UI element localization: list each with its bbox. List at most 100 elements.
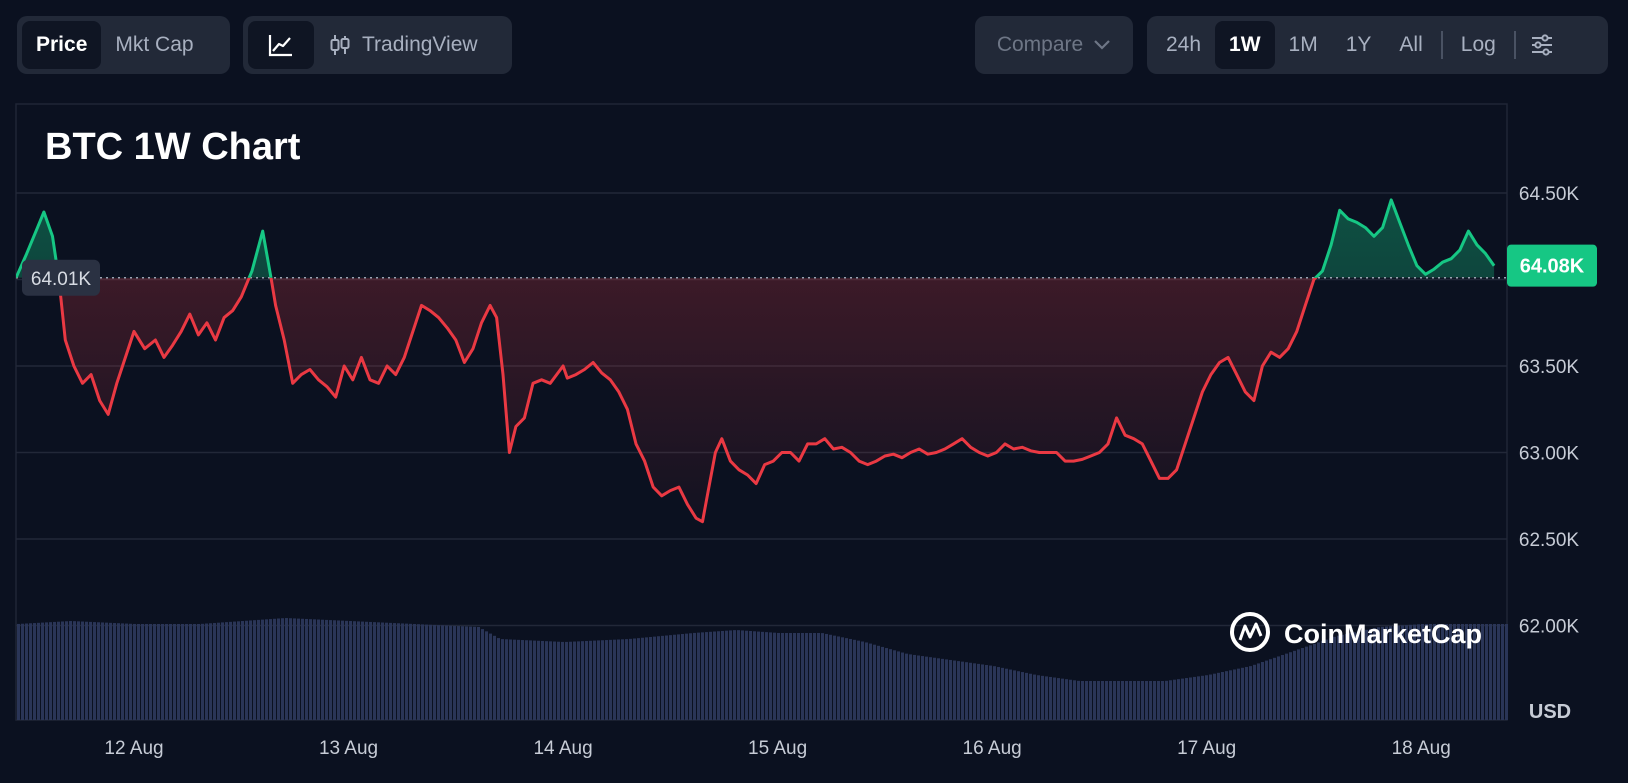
- volume-bar: [1413, 624, 1416, 720]
- volume-bar: [1245, 666, 1248, 720]
- volume-bar: [1117, 681, 1120, 720]
- volume-bar: [1457, 624, 1460, 720]
- log-scale-toggle[interactable]: Log: [1460, 33, 1496, 56]
- volume-bar: [945, 659, 948, 720]
- volume-bar: [493, 635, 496, 720]
- volume-bar: [1253, 664, 1256, 720]
- volume-bar: [1205, 675, 1208, 720]
- volume-bar: [249, 620, 252, 720]
- volume-bar: [393, 623, 396, 720]
- volume-bar: [369, 621, 372, 720]
- volume-bar: [501, 639, 504, 720]
- volume-bar: [1281, 655, 1284, 720]
- volume-bar: [845, 638, 848, 720]
- volume-bar: [1073, 680, 1076, 720]
- volume-bar: [953, 660, 956, 720]
- volume-bar: [1229, 670, 1232, 720]
- volume-bar: [445, 625, 448, 720]
- range-1w[interactable]: 1W: [1215, 21, 1275, 69]
- line-chart-button[interactable]: [248, 21, 314, 69]
- compare-dropdown[interactable]: Compare: [975, 16, 1133, 74]
- volume-bar: [273, 618, 276, 720]
- volume-bar: [197, 624, 200, 720]
- volume-bar: [869, 643, 872, 720]
- volume-bar: [813, 633, 816, 720]
- volume-bar: [1337, 635, 1340, 720]
- volume-bar: [1365, 629, 1368, 720]
- volume-bar: [1029, 673, 1032, 720]
- range-24h[interactable]: 24h: [1166, 33, 1202, 56]
- volume-bar: [1349, 633, 1352, 720]
- volume-bar: [1393, 625, 1396, 720]
- volume-bar: [289, 618, 292, 720]
- volume-bar: [209, 623, 212, 720]
- chart-settings-button[interactable]: [1520, 21, 1564, 69]
- volume-bar: [561, 641, 564, 720]
- tradingview-button[interactable]: TradingView: [314, 21, 492, 69]
- range-all[interactable]: All: [1399, 33, 1423, 56]
- volume-bar: [473, 626, 476, 720]
- volume-bar: [1005, 668, 1008, 720]
- volume-bar: [309, 619, 312, 720]
- range-1m[interactable]: 1M: [1288, 33, 1318, 56]
- volume-bar: [765, 632, 768, 720]
- volume-bar: [725, 630, 728, 720]
- last-price-label: 64.08K: [1507, 244, 1597, 287]
- volume-bar: [49, 622, 52, 720]
- volume-bar: [985, 665, 988, 720]
- x-tick-label: 16 Aug: [963, 738, 1022, 759]
- volume-bar: [841, 637, 844, 720]
- volume-bar: [1065, 679, 1068, 720]
- range-selector: 24h 1W 1M 1Y All Log: [1147, 16, 1608, 74]
- volume-bar: [577, 641, 580, 720]
- divider: [1513, 31, 1516, 59]
- price-mktcap-toggle: Price Mkt Cap: [17, 16, 230, 74]
- volume-bar: [221, 622, 224, 720]
- volume-bar: [149, 624, 152, 720]
- volume-bar: [1285, 653, 1288, 720]
- volume-bar: [1013, 670, 1016, 720]
- volume-bar: [481, 629, 484, 720]
- volume-bar: [873, 644, 876, 720]
- volume-bar: [1341, 634, 1344, 720]
- volume-bar: [189, 624, 192, 720]
- volume-bar: [721, 630, 724, 720]
- volume-bar: [849, 638, 852, 720]
- volume-bar: [773, 632, 776, 720]
- volume-bar: [121, 623, 124, 720]
- volume-bar: [693, 632, 696, 720]
- volume-bar: [489, 633, 492, 720]
- volume-bar: [225, 622, 228, 720]
- volume-bar: [1489, 624, 1492, 720]
- volume-bar: [553, 641, 556, 720]
- volume-bar: [465, 626, 468, 720]
- volume-bar: [29, 623, 32, 720]
- volume-bar: [861, 641, 864, 720]
- volume-bar: [605, 640, 608, 720]
- volume-bar: [41, 622, 44, 720]
- volume-bar: [1477, 624, 1480, 720]
- volume-bar: [233, 621, 236, 720]
- settings-sliders-icon: [1531, 34, 1552, 56]
- volume-bar: [165, 624, 168, 720]
- volume-bar: [1429, 624, 1432, 720]
- volume-bar: [1441, 624, 1444, 720]
- volume-bar: [965, 662, 968, 720]
- volume-bar: [1257, 663, 1260, 720]
- volume-bar: [1041, 675, 1044, 720]
- volume-bar: [797, 633, 800, 720]
- volume-bar: [1085, 681, 1088, 720]
- volume-bar: [1409, 624, 1412, 720]
- range-1y[interactable]: 1Y: [1345, 33, 1372, 56]
- volume-bar: [89, 621, 92, 720]
- volume-bar: [909, 654, 912, 720]
- volume-bar: [389, 622, 392, 720]
- volume-bar: [1469, 624, 1472, 720]
- volume-bar: [1081, 681, 1084, 720]
- volume-bar: [917, 655, 920, 720]
- price-tab[interactable]: Price: [22, 21, 102, 69]
- volume-bar: [1137, 681, 1140, 720]
- volume-bar: [713, 631, 716, 720]
- mktcap-tab[interactable]: Mkt Cap: [115, 33, 194, 56]
